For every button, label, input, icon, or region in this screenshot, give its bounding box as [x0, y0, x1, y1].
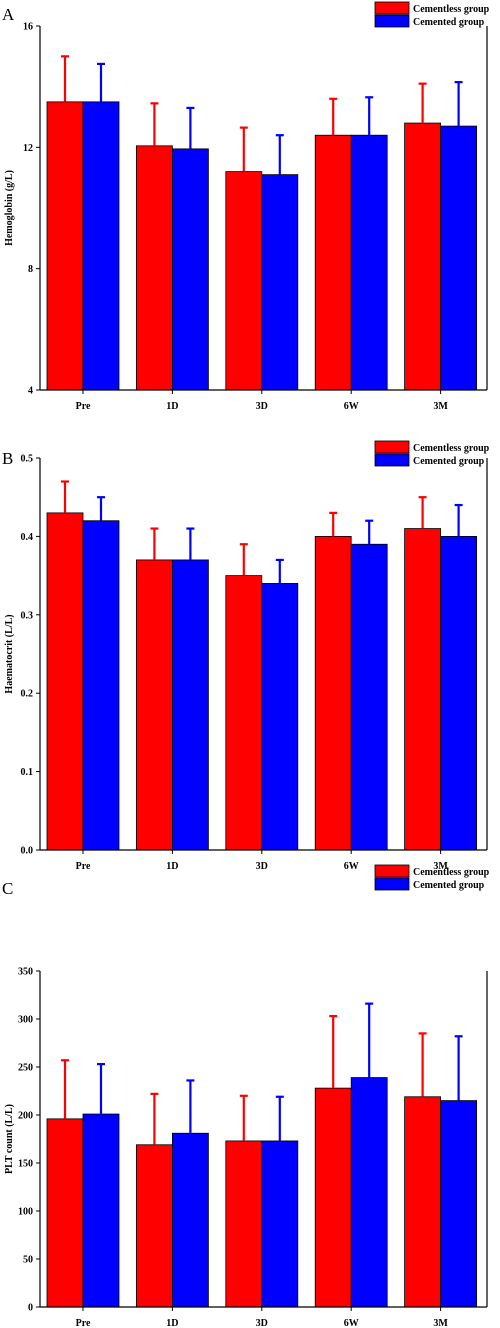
bar-cementless-pre — [46, 1118, 84, 1308]
bar-cemented-3d — [261, 174, 299, 391]
y-tick-label: 250 — [18, 1063, 33, 1074]
category-label-1d: 1D — [166, 401, 178, 412]
bar-cemented-6w — [350, 543, 388, 851]
bar-cementless-3m — [404, 528, 442, 851]
bar-cemented-1d — [171, 559, 209, 851]
y-tick-label: 50 — [23, 1255, 33, 1266]
category-label-3d: 3D — [256, 1318, 268, 1328]
y-tick-label: 300 — [18, 1015, 33, 1026]
bar-cementless-3m — [404, 122, 442, 391]
bar-cemented-3d — [261, 583, 299, 851]
category-label-3d: 3D — [256, 861, 268, 872]
legend: Cementless group Cemented group — [374, 440, 490, 467]
legend-label-cementless: Cementless group — [413, 4, 490, 15]
legend-label-cementless: Cementless group — [413, 443, 490, 454]
y-tick-label: 8 — [28, 264, 33, 275]
chart-panel-c: C Pre 1D 3D 6W 3M 0 50 100 150 200 250 300 350 PLT cou… — [2, 864, 490, 1328]
category-label-6w: 6W — [344, 401, 359, 412]
bar-cemented-6w — [350, 1077, 388, 1308]
bar-cemented-pre — [82, 520, 120, 851]
legend-swatch-cemented — [374, 14, 410, 28]
bar-cemented-3m — [440, 536, 478, 851]
y-tick-label: 0.5 — [21, 454, 34, 465]
y-tick-label: 150 — [18, 1159, 33, 1170]
category-label-pre: Pre — [76, 401, 91, 412]
legend-swatch-cemented — [374, 453, 410, 467]
panel-letter: B — [2, 449, 13, 468]
legend-swatch-cemented — [374, 877, 410, 891]
bar-cementless-6w — [314, 134, 352, 391]
y-axis-title: Haematocrit (L/L) — [4, 614, 15, 693]
y-tick-label: 0.2 — [21, 689, 34, 700]
category-label-1d: 1D — [166, 861, 178, 872]
y-axis-title: PLT count (L/L) — [4, 1104, 15, 1174]
y-tick-label: 0 — [28, 1303, 33, 1314]
category-label-6w: 6W — [344, 1318, 359, 1328]
legend: Cementless group Cemented group — [374, 1, 490, 28]
bar-cementless-1d — [135, 1144, 173, 1308]
legend-swatch-cementless — [374, 864, 410, 878]
y-tick-label: 0.1 — [21, 767, 34, 778]
y-axis-title: Hemoglobin (g/L) — [4, 170, 15, 246]
panel-letter: A — [2, 5, 15, 24]
bar-cemented-3m — [440, 125, 478, 391]
bar-cementless-6w — [314, 536, 352, 851]
category-label-6w: 6W — [344, 861, 359, 872]
bar-cementless-3d — [225, 171, 263, 391]
chart-panel-b: B Pre 1D 3D 6W 3M 0.0 0.1 0.2 0.3 0.4 0.5 Haematocri… — [2, 440, 490, 872]
y-tick-label: 0.0 — [21, 846, 34, 857]
y-tick-label: 4 — [28, 386, 33, 397]
y-tick-label: 16 — [23, 22, 33, 33]
legend-label-cemented: Cemented group — [413, 880, 485, 891]
bar-cementless-3m — [404, 1096, 442, 1308]
legend: Cementless group Cemented group — [374, 864, 490, 891]
y-tick-label: 0.3 — [21, 610, 34, 621]
bar-cementless-1d — [135, 145, 173, 391]
category-label-1d: 1D — [166, 1318, 178, 1328]
bar-cementless-pre — [46, 512, 84, 851]
bar-cementless-pre — [46, 101, 84, 391]
bar-cementless-1d — [135, 559, 173, 851]
legend-label-cemented: Cemented group — [413, 17, 485, 28]
bar-cemented-6w — [350, 134, 388, 391]
bar-cemented-pre — [82, 101, 120, 391]
bar-cementless-3d — [225, 575, 263, 851]
y-tick-label: 100 — [18, 1207, 33, 1218]
legend-swatch-cementless — [374, 440, 410, 454]
legend-swatch-cementless — [374, 1, 410, 15]
category-label-3m: 3M — [433, 861, 448, 872]
y-tick-label: 0.4 — [21, 532, 34, 543]
category-label-3m: 3M — [433, 401, 448, 412]
chart-panel-a: A Pre 1D 3D 6W 3M 4 8 12 16 Hemoglobin (g/L) Cement… — [2, 1, 490, 412]
category-label-pre: Pre — [76, 861, 91, 872]
category-label-pre: Pre — [76, 1318, 91, 1328]
bar-cemented-1d — [171, 148, 209, 391]
panel-letter: C — [2, 879, 13, 898]
y-tick-label: 12 — [23, 143, 33, 154]
bar-cemented-1d — [171, 1132, 209, 1308]
legend-label-cemented: Cemented group — [413, 456, 485, 467]
legend-label-cementless: Cementless group — [413, 867, 490, 878]
bar-cemented-pre — [82, 1113, 120, 1308]
y-tick-label: 200 — [18, 1111, 33, 1122]
bar-cemented-3m — [440, 1100, 478, 1308]
category-label-3m: 3M — [433, 1318, 448, 1328]
y-tick-label: 350 — [18, 967, 33, 978]
category-label-3d: 3D — [256, 401, 268, 412]
bar-cemented-3d — [261, 1140, 299, 1308]
bar-cementless-6w — [314, 1087, 352, 1308]
bar-cementless-3d — [225, 1140, 263, 1308]
